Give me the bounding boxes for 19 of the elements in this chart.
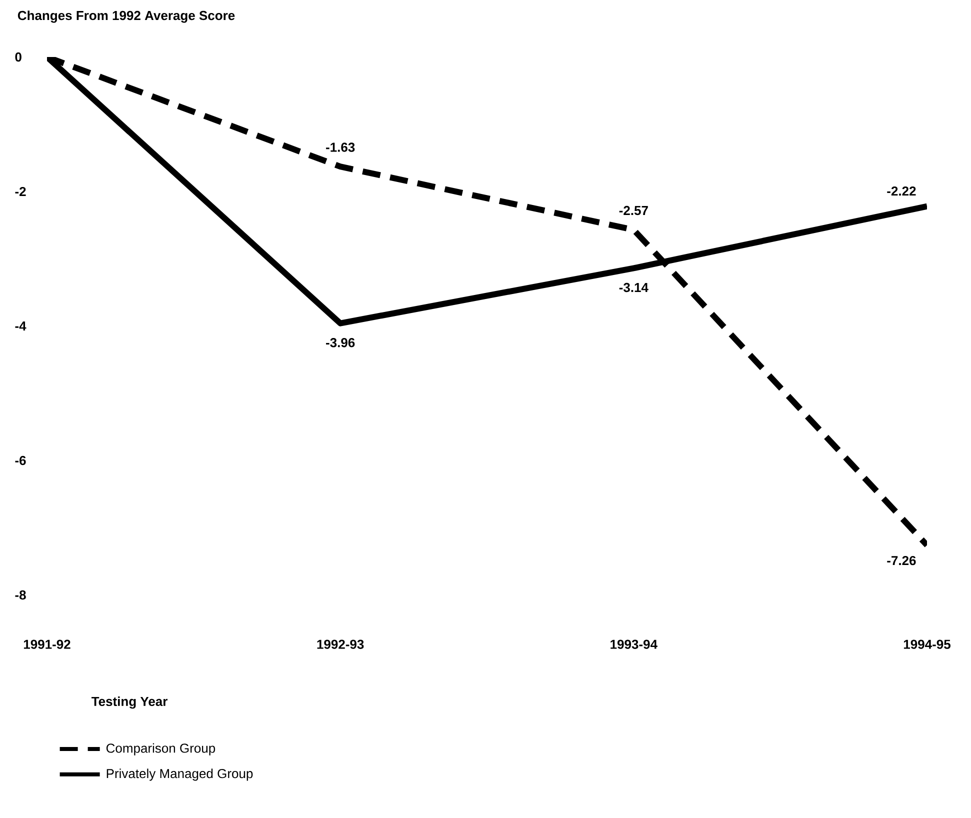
x-tick-label: 1992-93	[317, 640, 364, 649]
data-label: -3.96	[326, 338, 355, 348]
legend-label: Privately Managed Group	[106, 768, 253, 781]
y-tick-label: -8	[15, 590, 26, 600]
data-label: -2.57	[619, 206, 648, 216]
y-tick-label: -6	[15, 456, 26, 466]
legend-label: Comparison Group	[106, 743, 216, 756]
y-tick-label: -2	[15, 186, 26, 196]
y-axis-title: Changes From 1992 Average Score	[18, 10, 235, 23]
data-label: -1.63	[326, 142, 355, 152]
x-tick-label: 1994-95	[904, 640, 950, 649]
x-axis-title: Testing Year	[91, 696, 168, 709]
x-tick-label: 1991-92	[24, 640, 70, 649]
data-label: -7.26	[887, 556, 916, 566]
y-tick-label: -4	[15, 322, 26, 330]
data-label: -3.14	[619, 282, 648, 292]
data-label: -2.22	[887, 186, 916, 196]
y-tick-label: 0	[15, 52, 22, 62]
x-tick-label: 1993-94	[610, 640, 658, 649]
